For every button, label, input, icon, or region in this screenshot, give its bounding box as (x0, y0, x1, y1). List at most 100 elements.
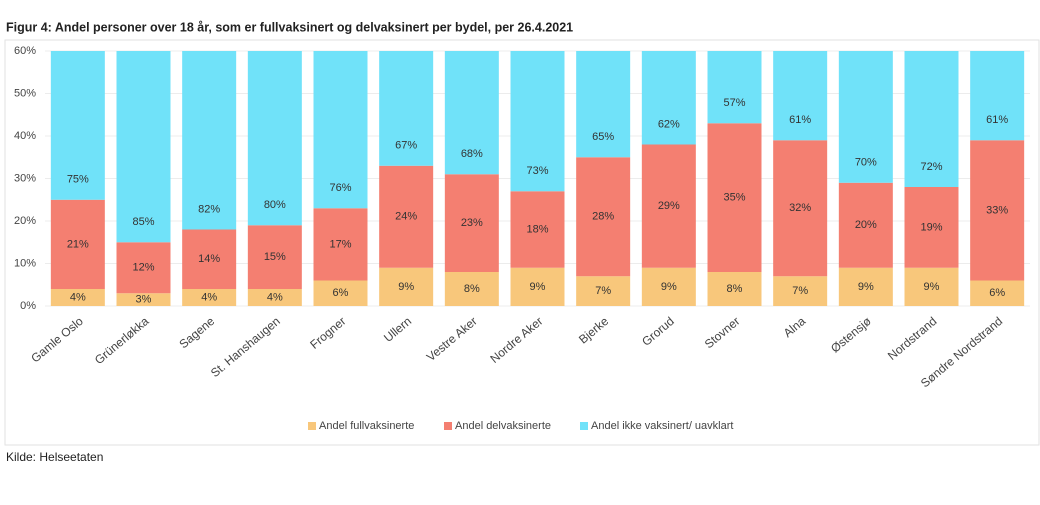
y-tick-label: 30% (14, 172, 36, 184)
bar-segment (838, 51, 893, 183)
bar-segment (510, 191, 565, 268)
bars (50, 51, 1025, 306)
data-label: 21% (67, 238, 89, 250)
bar-segment (838, 182, 893, 268)
bar-segment (247, 51, 302, 226)
bar-segment (247, 225, 302, 289)
bar-segment (182, 289, 237, 306)
data-label: 3% (136, 294, 152, 306)
legend-label: Andel delvaksinerte (455, 420, 551, 432)
data-label: 67% (395, 140, 417, 152)
x-tick-label: Gamle Oslo (28, 314, 86, 366)
data-label: 24% (395, 211, 417, 223)
data-label: 32% (789, 202, 811, 214)
bar-segment (773, 276, 828, 306)
data-label: 19% (920, 221, 942, 233)
data-label: 14% (198, 253, 220, 265)
bar-segment (182, 51, 237, 230)
bar-segment (444, 272, 499, 306)
bar-segment (313, 280, 368, 306)
chart-title: Figur 4: Andel personer over 18 år, som … (6, 20, 573, 34)
data-label: 61% (789, 114, 811, 126)
bar-segment (116, 293, 171, 306)
data-label: 6% (333, 287, 349, 299)
x-tick-label: Sagene (176, 314, 217, 352)
data-label: 29% (658, 200, 680, 212)
data-label: 9% (924, 281, 940, 293)
y-tick-label: 40% (14, 130, 36, 142)
data-label: 35% (723, 192, 745, 204)
bar-segment (379, 165, 434, 268)
y-tick-label: 50% (14, 87, 36, 99)
data-label: 33% (986, 204, 1008, 216)
bar-segment (116, 242, 171, 294)
data-label: 72% (920, 161, 942, 173)
data-label: 18% (526, 223, 548, 235)
x-tick-label: Frogner (307, 314, 348, 352)
bar-segment (707, 272, 762, 306)
source: Kilde: Helseetaten (6, 450, 103, 464)
bar-segment (838, 267, 893, 306)
data-label: 8% (727, 283, 743, 295)
bar-segment (904, 267, 959, 306)
bar-segment (182, 229, 237, 289)
x-tick-label: Stovner (702, 314, 743, 351)
y-tick-label: 20% (14, 215, 36, 227)
data-label: 4% (201, 291, 217, 303)
legend-label: Andel fullvaksinerte (319, 420, 414, 432)
bar-segment (379, 267, 434, 306)
data-label: 7% (595, 285, 611, 297)
data-label: 9% (661, 281, 677, 293)
data-label: 62% (658, 118, 680, 130)
bar-segment (773, 51, 828, 141)
data-label: 65% (592, 131, 614, 143)
data-label: 57% (723, 97, 745, 109)
y-tick-label: 10% (14, 257, 36, 269)
x-tick-label: Vestre Aker (424, 314, 480, 364)
bar-segment (510, 267, 565, 306)
data-label: 6% (989, 287, 1005, 299)
x-tick-label: Grünerløkka (92, 314, 152, 367)
legend-swatch (580, 422, 588, 430)
data-label: 4% (267, 291, 283, 303)
data-label: 20% (855, 219, 877, 231)
bar-segment (444, 174, 499, 272)
bar-segment (576, 157, 631, 277)
data-label: 7% (792, 285, 808, 297)
data-label: 9% (858, 281, 874, 293)
bar-segment (444, 51, 499, 175)
x-tick-label: St. Hanshaugen (208, 314, 283, 380)
bar-segment (576, 276, 631, 306)
bar-segment (50, 289, 105, 306)
data-label: 12% (132, 262, 154, 274)
data-label: 70% (855, 157, 877, 169)
data-label: 73% (526, 165, 548, 177)
bar-segment (510, 51, 565, 192)
data-label: 4% (70, 291, 86, 303)
x-tick-label: Nordre Aker (487, 314, 545, 366)
data-label: 68% (461, 148, 483, 160)
x-tick-label: Bjerke (576, 314, 611, 347)
bar-segment (313, 51, 368, 209)
y-tick-label: 60% (14, 45, 36, 57)
bar-segment (707, 123, 762, 272)
x-tick-label: Østensjø (828, 314, 874, 356)
bar-segment (904, 187, 959, 268)
bar-segment (247, 289, 302, 306)
data-label: 85% (132, 216, 154, 228)
bar-segment (641, 51, 696, 145)
x-tick-label: Alna (781, 314, 809, 340)
x-tick-label: Nordstrand (885, 314, 939, 363)
data-label: 17% (329, 238, 351, 250)
bar-segment (970, 280, 1025, 306)
bar-segment (313, 208, 368, 281)
bar-segment (379, 51, 434, 166)
bar-segment (50, 199, 105, 289)
y-tick-label: 0% (20, 300, 36, 312)
data-label: 15% (264, 251, 286, 263)
bar-segment (707, 51, 762, 124)
data-label: 23% (461, 217, 483, 229)
data-label: 9% (398, 281, 414, 293)
legend-swatch (308, 422, 316, 430)
